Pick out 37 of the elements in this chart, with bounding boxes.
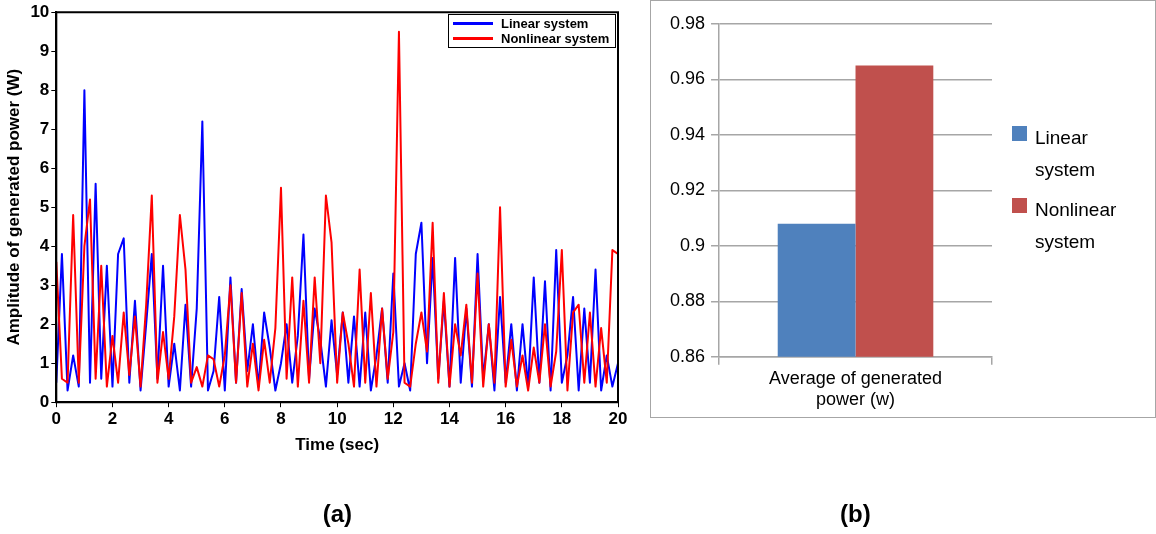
y-axis-title: Amplitude of generated power (W): [3, 68, 23, 346]
y-tick-label: 0.92: [669, 179, 706, 200]
y-tick-label: 0.94: [669, 123, 706, 144]
y-tick-label: 9: [39, 40, 50, 60]
legend-label: Nonlinear system: [1035, 198, 1118, 255]
y-tick-label: 3: [39, 274, 50, 294]
legend-label: Linear system: [501, 16, 589, 32]
y-tick-label: 0.86: [669, 345, 706, 366]
x-tick-label: 14: [440, 409, 460, 429]
x-tick-label: 20: [608, 409, 628, 429]
x-tick-label: 6: [220, 409, 230, 429]
text: (a): [322, 500, 352, 528]
x-tick-label: 8: [276, 409, 286, 429]
text: (b): [840, 500, 871, 528]
x-tick-label: 2: [107, 409, 118, 429]
y-tick-label: 8: [39, 79, 50, 99]
y-tick-label: 0.96: [669, 68, 706, 89]
y-tick-label: 0: [39, 391, 50, 411]
x-axis-title: Time (sec): [295, 435, 380, 455]
y-tick-label: 2: [39, 313, 50, 333]
x-tick-label: 12: [383, 409, 403, 429]
x-tick-label: 4: [163, 409, 174, 429]
y-tick-label: 5: [39, 196, 50, 216]
y-tick-label: 6: [39, 157, 50, 177]
y-tick-label: 4: [39, 235, 50, 255]
x-tick-label: Average of generated power (w): [769, 367, 942, 410]
y-tick-label: 0.98: [669, 12, 706, 33]
x-tick-label: 16: [496, 409, 516, 429]
legend-label: Linear system: [1035, 126, 1097, 183]
legend-label: Nonlinear system: [501, 31, 610, 47]
x-tick-label: 10: [327, 409, 347, 429]
y-tick-label: 10: [30, 1, 50, 21]
x-tick-label: 18: [552, 409, 572, 429]
y-tick-label: 0.9: [680, 234, 706, 255]
y-tick-label: 0.88: [669, 290, 706, 311]
y-tick-label: 1: [39, 352, 50, 372]
y-tick-label: 7: [39, 118, 50, 138]
